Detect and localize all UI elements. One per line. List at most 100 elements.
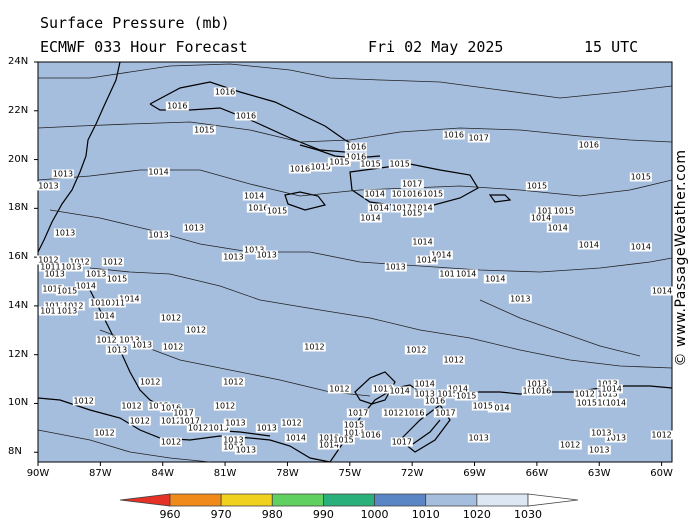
isobar-label: 1015 xyxy=(55,286,79,296)
isobar-label: 1016 xyxy=(403,408,426,418)
isobar-label: 1012 xyxy=(68,257,91,267)
isobar-label: 1010 xyxy=(89,298,112,308)
isobar-label: 1014 xyxy=(546,223,569,233)
colorbar-segment xyxy=(425,493,478,507)
isobar-label: 1014 xyxy=(74,281,97,291)
isobar-label: 1012 xyxy=(159,416,183,426)
isobar-label: 1011 xyxy=(438,269,461,279)
lon-label: 75W xyxy=(338,468,362,479)
isobar-label: 1013 xyxy=(39,306,62,316)
isobar-label: 1014 xyxy=(242,191,266,201)
forecast-time: 15 UTC xyxy=(584,38,639,56)
isobar-label: 1016 xyxy=(344,152,368,162)
isobar-label: 1016 xyxy=(529,386,553,396)
isobar-label: 1012 xyxy=(95,335,118,345)
isobar-label: 1015 xyxy=(536,206,559,216)
copyright-notice: © www.PassageWeather.com xyxy=(673,149,689,367)
lon-label: 81W xyxy=(213,468,237,479)
isobar-label: 1017 xyxy=(467,133,490,143)
isobar-label: 1013 xyxy=(255,250,278,260)
colorbar-high-arrow xyxy=(527,493,579,507)
isobar-label: 1012 xyxy=(62,301,85,311)
isobar-label: 1013 xyxy=(525,379,549,389)
isobar-label: 1017 xyxy=(390,203,413,213)
isobar-label: 1013 xyxy=(596,379,619,389)
isobar-label: 1013 xyxy=(105,345,129,355)
colorbar-label: 960 xyxy=(159,508,181,521)
isobar-label: 1016 xyxy=(213,87,237,97)
colorbar-label: 1010 xyxy=(411,508,440,521)
lat-label: 14N xyxy=(8,299,29,311)
isobar-label: 1016 xyxy=(442,130,465,140)
isobar-label: 1016 xyxy=(577,140,601,150)
isobar-label: 1015 xyxy=(436,389,459,399)
isobar-label: 1012 xyxy=(280,418,303,428)
isobar-label: 1012 xyxy=(184,325,208,335)
lon-label: 60W xyxy=(650,468,673,479)
isobar-label: 1012 xyxy=(650,430,673,440)
isobar-label: 1012 xyxy=(159,313,183,323)
isobar-label: 1013 xyxy=(130,340,154,350)
isobar-label: 1017 xyxy=(346,408,370,418)
isobar-label: 1012 xyxy=(405,345,428,355)
chart-title-line2: ECMWF 033 Hour Forecast xyxy=(40,38,248,56)
colorbar-label: 1000 xyxy=(360,508,389,521)
isobar-label: 1016 xyxy=(159,403,183,413)
isobar-label: 1012 xyxy=(186,423,210,433)
isobar-label: 1015 xyxy=(41,284,64,294)
isobar-label: 1017 xyxy=(400,179,424,189)
isobar-label: 1014 xyxy=(446,384,470,394)
isobar-label: 1013 xyxy=(590,428,613,438)
isobar-label: 1015 xyxy=(525,181,549,191)
isobar-label: 1017 xyxy=(178,416,201,426)
isobar-label: 1016 xyxy=(247,203,270,213)
isobar-label: 1013 xyxy=(43,301,66,311)
isobar-label: 1013 xyxy=(60,262,83,272)
isobar-label: 1013 xyxy=(604,433,628,443)
isobar-label: 1014 xyxy=(430,250,453,260)
isobar-label: 1011 xyxy=(39,262,62,272)
isobar-label: 1016 xyxy=(344,142,368,152)
isobar-label: 1014 xyxy=(222,442,245,452)
isobar-label: 1014 xyxy=(342,428,366,438)
isobar-label: 1012 xyxy=(161,342,185,352)
isobar-label: 1014 xyxy=(363,189,386,199)
isobar-label: 1013 xyxy=(384,262,407,272)
isobar-label: 1015 xyxy=(309,162,332,172)
isobar-label: 1016 xyxy=(423,396,447,406)
isobar-label: 1012 xyxy=(382,408,405,418)
isobar-label: 1016 xyxy=(166,101,189,111)
isobar-label: 1014 xyxy=(604,398,628,408)
isobar-label: 1014 xyxy=(650,286,674,296)
isobar-label: 1012 xyxy=(159,437,183,447)
isobar-label: 1013 xyxy=(509,294,532,304)
colorbar-low-arrow xyxy=(119,493,171,507)
isobar-label: 1014 xyxy=(411,203,434,213)
isobar-label: 1014 xyxy=(455,269,478,279)
isobar-label: 1015 xyxy=(471,401,495,411)
isobar-label: 1012 xyxy=(442,355,465,365)
colorbar-label: 1030 xyxy=(514,508,542,521)
lon-label: 63W xyxy=(587,468,611,479)
isobar-label: 1015 xyxy=(455,391,478,401)
lat-label: 16N xyxy=(8,251,29,263)
isobar-label: 1012 xyxy=(371,384,395,394)
forecast-date: Fri 02 May 2025 xyxy=(368,38,504,56)
lon-label: 72W xyxy=(400,468,424,479)
isobar-label: 1014 xyxy=(284,433,307,443)
isobar-label: 1012 xyxy=(72,396,95,406)
isobar-label: 1014 xyxy=(600,384,623,394)
isobar-label: 1013 xyxy=(85,269,108,279)
chart-title-line1: Surface Pressure (mb) xyxy=(40,14,230,32)
isobar-label: 1016 xyxy=(288,164,312,174)
lon-label: 87W xyxy=(89,468,112,479)
isobar-label: 1012 xyxy=(120,401,143,411)
colorbar-segment xyxy=(220,493,273,507)
isobar-label: 1012 xyxy=(303,342,326,352)
colorbar-label: 990 xyxy=(312,508,334,521)
isobar-label: 1013 xyxy=(118,335,141,345)
isobar-label: 1012 xyxy=(328,384,351,394)
isobar-label: 1016 xyxy=(234,111,258,121)
isobar-label: 1014 xyxy=(317,440,341,450)
isobar-label: 1015 xyxy=(421,189,445,199)
